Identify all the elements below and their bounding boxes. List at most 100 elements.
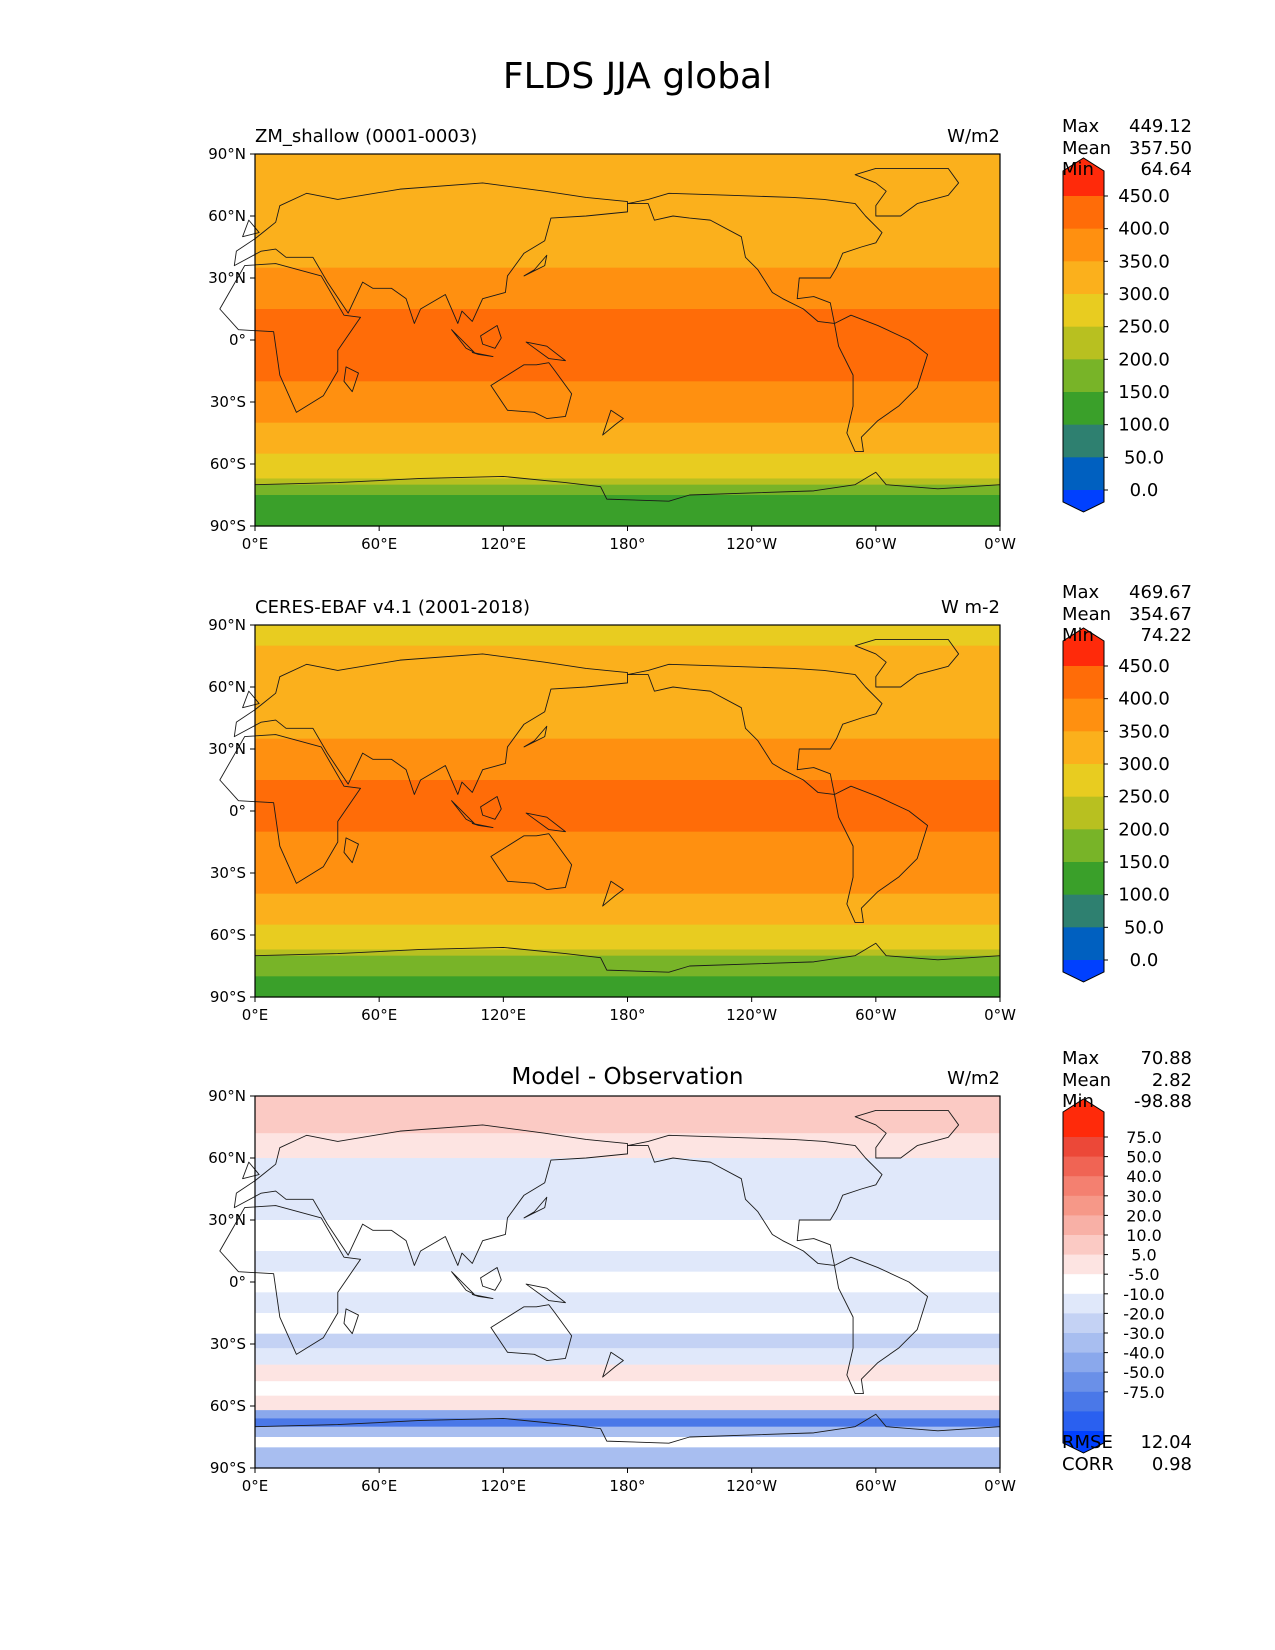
zonal-band bbox=[255, 154, 1000, 186]
colorbar-tick-label: 150.0 bbox=[1118, 852, 1170, 873]
colorbar-tick-label: -30.0 bbox=[1123, 1324, 1164, 1343]
colorbar-1: 450.0 400.0 350.0 300.0 250.0 200.0 150.0 100.0… bbox=[1062, 157, 1170, 513]
colorbar-box bbox=[1063, 894, 1104, 928]
colorbar-box bbox=[1063, 1156, 1104, 1177]
zonal-band bbox=[255, 422, 1000, 444]
y-tick-label: 90°S bbox=[210, 988, 246, 1006]
colorbar-box bbox=[1063, 261, 1104, 295]
colorbar-tick-label: 50.0 bbox=[1126, 1148, 1162, 1167]
max-value: 449.12 bbox=[1129, 116, 1192, 137]
coastline bbox=[471, 1293, 494, 1299]
colorbar-box bbox=[1063, 764, 1104, 798]
panel-title: CERES-EBAF v4.1 (2001-2018) bbox=[255, 597, 530, 618]
colorbar-box bbox=[1063, 1176, 1104, 1197]
colorbar-box bbox=[1063, 294, 1104, 328]
colorbar-tick-label: 350.0 bbox=[1118, 721, 1170, 742]
zonal-band bbox=[255, 1271, 1000, 1293]
rmse-label: RMSE bbox=[1062, 1432, 1113, 1453]
x-tick-label: 0°W bbox=[984, 1477, 1016, 1495]
colorbar-box bbox=[1063, 1352, 1104, 1373]
x-tick-label: 60°W bbox=[855, 1477, 897, 1495]
colorbar-tick-label: 5.0 bbox=[1131, 1246, 1156, 1265]
coastline bbox=[490, 833, 573, 890]
colorbar-tick-label: 75.0 bbox=[1126, 1128, 1162, 1147]
y-tick-label: 60°N bbox=[208, 1149, 246, 1167]
zonal-band bbox=[255, 939, 1000, 951]
colorbar-box bbox=[1063, 927, 1104, 961]
coastline bbox=[602, 409, 624, 436]
min-value: -98.88 bbox=[1133, 1091, 1192, 1112]
colorbar-tick-label: 450.0 bbox=[1118, 656, 1170, 677]
zonal-band bbox=[255, 645, 1000, 667]
zonal-band bbox=[255, 468, 1000, 480]
min-label: Min bbox=[1062, 1091, 1094, 1112]
zonal-band bbox=[255, 687, 1000, 719]
colorbar-extend-max bbox=[1063, 628, 1104, 666]
coastline bbox=[602, 1351, 624, 1378]
x-tick-label: 0°W bbox=[984, 535, 1016, 553]
panel-3-stats: Max 70.88 Mean 2.82 Min -98.88 bbox=[1062, 1048, 1192, 1113]
zonal-band bbox=[255, 1116, 1000, 1134]
mean-label: Mean bbox=[1062, 1069, 1112, 1091]
coastline bbox=[523, 254, 548, 277]
x-tick-label: 120°E bbox=[481, 1006, 527, 1024]
coastline bbox=[602, 880, 624, 907]
zonal-band bbox=[255, 1251, 1000, 1273]
corr-label: CORR bbox=[1062, 1453, 1114, 1475]
zonal-band bbox=[255, 738, 1000, 750]
map-panel-2: 90°N 60°N 30°N 0° 30°S 60°S 90°S0°E 60°E 120°E 18… bbox=[208, 597, 1016, 1024]
colorbar-box bbox=[1063, 326, 1104, 360]
y-tick-label: 30°N bbox=[208, 1211, 246, 1229]
colorbar-tick-label: 0.0 bbox=[1130, 950, 1159, 971]
colorbar-box bbox=[1063, 392, 1104, 426]
zonal-band bbox=[255, 852, 1000, 874]
zonal-band bbox=[255, 1447, 1000, 1469]
map-panel-1: 90°N 60°N 30°N 0° 30°S 60°S 90°S0°E 60°E 120°E 18… bbox=[208, 126, 1016, 553]
zonal-band bbox=[255, 267, 1000, 279]
coastline bbox=[343, 366, 359, 393]
zonal-band bbox=[255, 1395, 1000, 1411]
y-tick-label: 60°S bbox=[210, 926, 246, 944]
max-label: Max bbox=[1062, 1048, 1100, 1069]
colorbar-box bbox=[1063, 1274, 1104, 1295]
colorbar-box bbox=[1063, 862, 1104, 896]
coastline bbox=[525, 1283, 566, 1304]
zonal-band bbox=[255, 1333, 1000, 1349]
zonal-band bbox=[255, 478, 1000, 486]
y-tick-label: 60°S bbox=[210, 455, 246, 473]
zonal-band bbox=[255, 278, 1000, 310]
colorbar-box bbox=[1063, 698, 1104, 732]
panel-units: W/m2 bbox=[947, 1068, 1000, 1089]
coastline bbox=[471, 822, 494, 828]
colorbar-box bbox=[1063, 424, 1104, 458]
x-tick-label: 60°W bbox=[855, 535, 897, 553]
coastline bbox=[242, 1161, 260, 1180]
zonal-band bbox=[255, 625, 1000, 647]
x-tick-label: 180° bbox=[609, 1006, 645, 1024]
zonal-band bbox=[255, 976, 1000, 998]
colorbar-tick-label: 0.0 bbox=[1130, 480, 1159, 501]
coastline bbox=[480, 325, 502, 349]
colorbar-tick-label: 400.0 bbox=[1118, 219, 1170, 240]
colorbar-box bbox=[1063, 731, 1104, 765]
colorbar-tick-label: 200.0 bbox=[1118, 819, 1170, 840]
colorbar-tick-label: 300.0 bbox=[1118, 754, 1170, 775]
zonal-band bbox=[255, 1313, 1000, 1335]
colorbar-tick-label: -20.0 bbox=[1123, 1304, 1164, 1323]
colorbar-tick-label: -75.0 bbox=[1123, 1383, 1164, 1402]
x-tick-label: 0°E bbox=[242, 1477, 269, 1495]
x-tick-label: 0°E bbox=[242, 535, 269, 553]
y-tick-label: 90°N bbox=[208, 1087, 246, 1105]
y-tick-label: 60°N bbox=[208, 207, 246, 225]
min-value: 64.64 bbox=[1140, 159, 1192, 180]
colorbar-tick-label: 40.0 bbox=[1126, 1167, 1162, 1186]
colorbar-tick-label: 300.0 bbox=[1118, 284, 1170, 305]
zonal-band bbox=[255, 216, 1000, 248]
zonal-band bbox=[255, 309, 1000, 341]
y-tick-label: 60°N bbox=[208, 678, 246, 696]
colorbar-tick-label: 250.0 bbox=[1118, 317, 1170, 338]
max-label: Max bbox=[1062, 582, 1100, 603]
colorbar-box bbox=[1063, 666, 1104, 700]
colorbar-outline bbox=[1062, 1098, 1105, 1454]
coastline bbox=[242, 219, 260, 238]
